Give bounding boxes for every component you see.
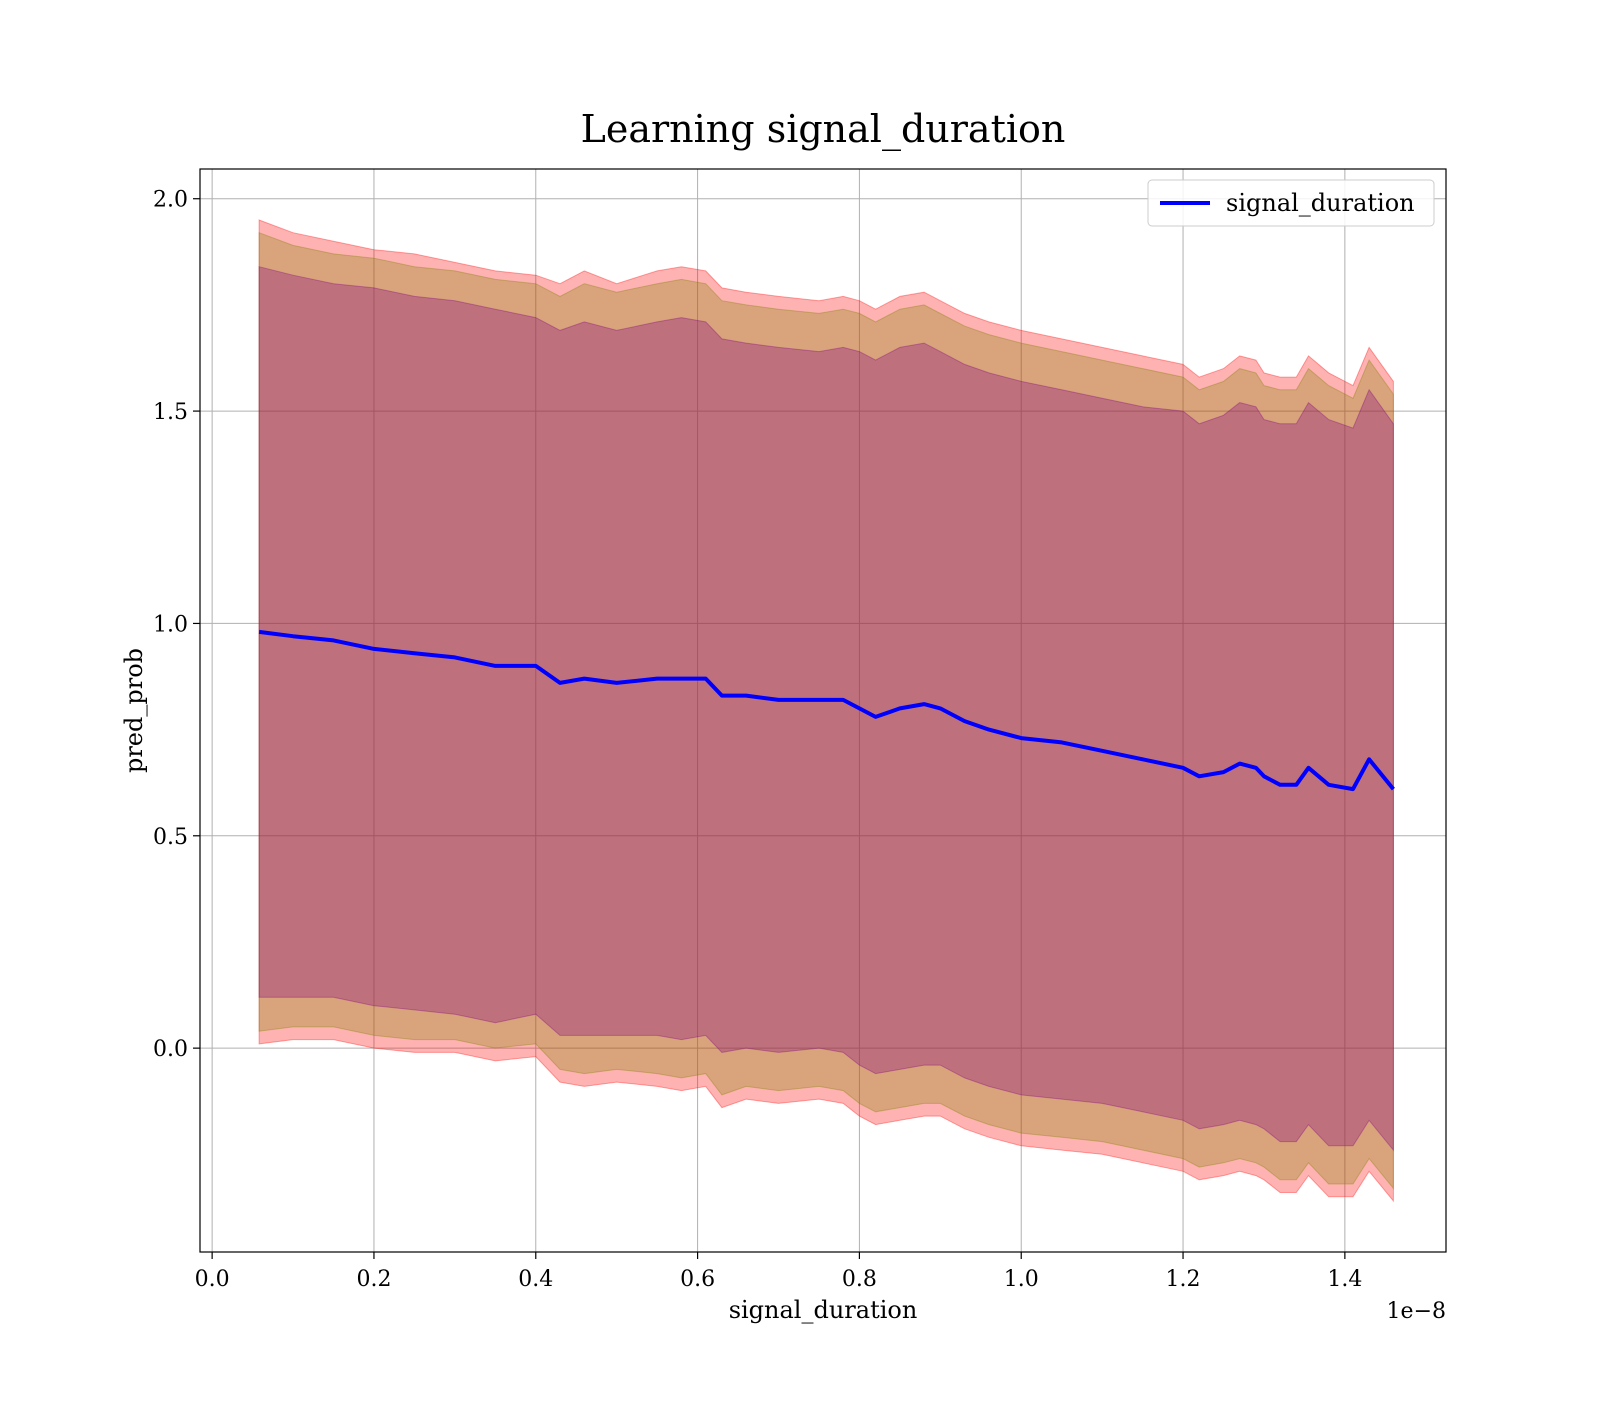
x-tick-label: 1.4 — [1327, 1267, 1362, 1292]
y-tick-label: 1.0 — [153, 612, 188, 637]
y-tick-label: 0.0 — [153, 1037, 188, 1062]
confidence-band — [258, 219, 1394, 1203]
x-tick-label: 1.0 — [1004, 1267, 1039, 1292]
confidence-band — [258, 231, 1394, 1190]
x-tick-label: 0.4 — [518, 1267, 553, 1292]
x-tick-label: 1.2 — [1166, 1267, 1201, 1292]
legend-label: signal_duration — [1226, 189, 1415, 217]
chart-title: Learning signal_duration — [581, 107, 1066, 152]
series-line-signal-duration — [258, 629, 1395, 792]
x-tick-label: 0.0 — [195, 1267, 230, 1292]
x-axis-offset-text: 1e−8 — [1387, 1299, 1446, 1324]
x-tick-label: 0.8 — [842, 1267, 877, 1292]
band-layer — [258, 219, 1394, 1203]
legend: signal_duration — [1147, 179, 1435, 227]
y-tick-label: 0.5 — [153, 825, 188, 850]
y-tick-label: 2.0 — [153, 188, 188, 213]
y-tick-label: 1.5 — [153, 400, 188, 425]
line-layer — [258, 629, 1395, 792]
plot-frame — [199, 168, 1447, 1253]
x-tick-label: 0.6 — [680, 1267, 715, 1292]
tick-layer: 0.0 0.2 0.4 0.6 0.8 1.0 1.2 1.4 0.0 0.5 1.0 1.5 2.0 — [153, 188, 1362, 1292]
x-tick-label: 0.2 — [356, 1267, 391, 1292]
y-axis-label: pred_prob — [120, 648, 148, 773]
legend-box — [1147, 179, 1435, 227]
confidence-band — [258, 266, 1394, 1152]
x-axis-label: signal_duration — [729, 1296, 918, 1324]
